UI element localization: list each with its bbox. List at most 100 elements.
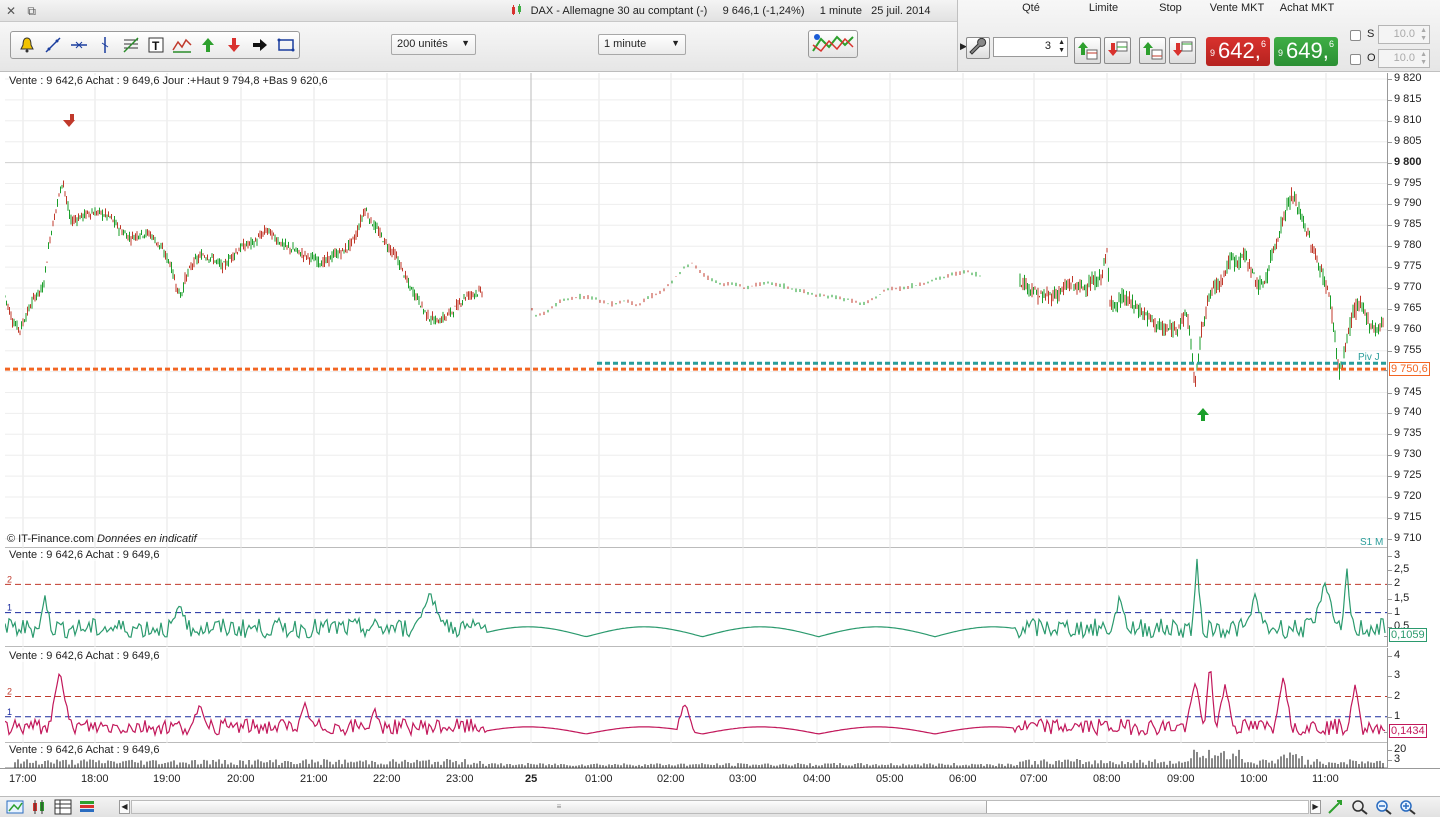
sell-market-button[interactable]: 9 642, 6: [1206, 37, 1270, 66]
rectangle-icon[interactable]: [273, 34, 299, 56]
s-checkbox[interactable]: [1350, 30, 1361, 41]
indicator2-line: [5, 670, 1386, 738]
price-axis[interactable]: 9 820 9 815 9 810 9 805 9 800 9 795 9 790 9 785…: [1384, 72, 1440, 548]
indicator-tick-label: 2: [1387, 689, 1401, 702]
indicator1-axis[interactable]: 3 2,5 2 1,5 1 0,5 0,1059: [1384, 548, 1440, 647]
stop-sell-icon: [1173, 41, 1193, 56]
indicator-icon[interactable]: [169, 34, 195, 56]
indicator2-chart[interactable]: 21: [5, 648, 1387, 743]
stop-buy-icon: [1143, 42, 1163, 60]
time-label: 06:00: [949, 773, 977, 785]
price-tick-label: 9 795: [1388, 176, 1422, 189]
time-label: 05:00: [876, 773, 904, 785]
price-tick-label: 9 820: [1388, 72, 1422, 84]
volume-chart[interactable]: [5, 743, 1387, 768]
volume-pane[interactable]: Vente : 9 642,6 Achat : 9 649,6: [5, 743, 1387, 768]
stack-icon[interactable]: [78, 799, 96, 815]
s-input[interactable]: 10.0 ▲ ▼: [1378, 25, 1430, 44]
close-icon[interactable]: ✕: [6, 4, 17, 18]
qty-input[interactable]: 3 ▲ ▼: [993, 37, 1068, 57]
buy-market-button[interactable]: 9 649, 6: [1274, 37, 1338, 66]
price-chart[interactable]: [5, 73, 1387, 548]
collapse-arrow-icon[interactable]: ▶: [960, 41, 967, 51]
limit-buy-button[interactable]: [1074, 37, 1101, 64]
spinner-icon[interactable]: ▲ ▼: [1420, 51, 1427, 66]
indicator-tick-label: 1: [1387, 709, 1401, 722]
threshold-label: 2: [7, 574, 12, 584]
threshold-label: 1: [7, 707, 12, 717]
price-tick-label: 9 805: [1388, 134, 1422, 147]
restore-icon[interactable]: ⧉: [27, 4, 36, 18]
indicator-tick-label: 2: [1387, 577, 1401, 590]
o-input[interactable]: 10.0 ▲ ▼: [1378, 49, 1430, 68]
zoom-fit-icon[interactable]: [1327, 799, 1345, 815]
period-select[interactable]: 1 minute ▼: [598, 34, 686, 55]
price-chart-pane[interactable]: Vente : 9 642,6 Achat : 9 649,6 Jour :+H…: [5, 73, 1387, 548]
buy-arrow-icon[interactable]: [195, 34, 221, 56]
candles-icon[interactable]: [30, 799, 48, 815]
price-tick-label: 9 760: [1388, 322, 1422, 335]
trendline-icon[interactable]: [40, 34, 66, 56]
right-arrow-icon[interactable]: [247, 34, 273, 56]
o-label: O: [1367, 52, 1376, 64]
price-tick-label: 9 790: [1388, 197, 1422, 210]
indicator2-value: 0,1434: [1384, 724, 1427, 739]
threshold-label: 2: [7, 687, 12, 697]
spinner-icon[interactable]: ▲ ▼: [1058, 39, 1065, 54]
buy-mkt-label: Achat MKT: [1279, 2, 1335, 14]
settings-wrench-button[interactable]: [966, 37, 990, 59]
scroll-right-button[interactable]: ▶: [1310, 800, 1321, 814]
zoom-reset-icon[interactable]: [1351, 799, 1369, 815]
stop-label: Stop: [1159, 2, 1182, 14]
grid-icon[interactable]: [54, 799, 72, 815]
studies-icon: [812, 34, 854, 53]
price-tick-label: 9 785: [1388, 218, 1422, 231]
price-tick-label: 9 745: [1388, 385, 1422, 398]
indicator2-axis[interactable]: 4 3 2 1 0,1434: [1384, 648, 1440, 743]
zoom-in-icon[interactable]: [1399, 799, 1417, 815]
buy-price-prefix: 9: [1278, 48, 1284, 58]
buy-price-decimal: 6: [1328, 39, 1334, 49]
price-tick-label: 9 770: [1388, 281, 1422, 293]
studies-button[interactable]: [808, 30, 858, 58]
fibonacci-icon[interactable]: [118, 34, 144, 56]
price-tick-label: 9 735: [1388, 427, 1422, 440]
price-tick-label: 9 810: [1388, 113, 1422, 126]
chart-icon[interactable]: [6, 799, 24, 815]
scroll-track[interactable]: ≡: [131, 800, 1309, 814]
time-label: 03:00: [729, 773, 757, 785]
time-axis[interactable]: 17:00 18:00 19:00 20:00 21:00 22:00 23:00 25 01:…: [0, 768, 1440, 796]
indicator-tick-label: 1,5: [1387, 591, 1410, 604]
sell-price-decimal: 6: [1260, 39, 1266, 49]
spinner-icon[interactable]: ▲ ▼: [1420, 27, 1427, 42]
s-input-value: 10.0: [1393, 28, 1415, 40]
indicator1-info: Vente : 9 642,6 Achat : 9 649,6: [9, 549, 160, 561]
scroll-left-button[interactable]: ◀: [119, 800, 130, 814]
units-select[interactable]: 200 unités ▼: [391, 34, 476, 55]
stop-buy-button[interactable]: [1139, 37, 1166, 64]
o-checkbox[interactable]: [1350, 54, 1361, 65]
text-tool-icon[interactable]: T: [144, 34, 170, 56]
limit-sell-button[interactable]: [1104, 37, 1131, 64]
window-title: DAX - Allemagne 30 au comptant (-) 9 646…: [0, 4, 1440, 17]
scroll-thumb[interactable]: ≡: [132, 801, 987, 813]
horizontal-line-icon[interactable]: [66, 34, 92, 56]
sell-mkt-label: Vente MKT: [1209, 2, 1265, 14]
buy-signal-arrow: [1197, 408, 1209, 421]
sell-arrow-icon[interactable]: [221, 34, 247, 56]
sell-price-prefix: 9: [1210, 48, 1216, 58]
volume-tick-label: 3: [1387, 753, 1401, 765]
zoom-out-icon[interactable]: [1375, 799, 1393, 815]
period-select-value: 1 minute: [604, 38, 647, 50]
indicator1-chart[interactable]: 21: [5, 548, 1387, 647]
stop-sell-button[interactable]: [1169, 37, 1196, 64]
last-price: 9 646,1 (-1,24%): [722, 5, 805, 17]
vertical-line-icon[interactable]: [92, 34, 118, 56]
volume-axis[interactable]: 20 3: [1387, 743, 1440, 768]
time-label: 07:00: [1020, 773, 1048, 785]
alert-bell-icon[interactable]: [14, 34, 40, 56]
price-tick-label: 9 750,6: [1384, 362, 1430, 377]
indicator-tick-label: 1: [1387, 605, 1401, 618]
